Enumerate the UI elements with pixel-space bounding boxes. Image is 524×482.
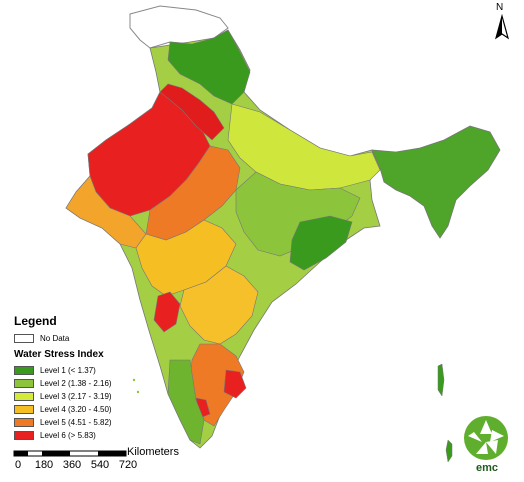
legend-level-5-swatch <box>14 418 34 427</box>
scale-tick-540: 540 <box>90 459 110 471</box>
north-level1-region <box>167 29 251 105</box>
legend-level-6: Level 6 (> 5.83) <box>14 429 194 442</box>
legend-no-data-swatch <box>14 334 34 343</box>
scale-tick-720: 720 <box>118 459 138 471</box>
scale-tick-0: 0 <box>14 459 22 471</box>
legend-level-1-label: Level 1 (< 1.37) <box>40 366 96 375</box>
legend-level-2-swatch <box>14 379 34 388</box>
scale-unit-label: Kilometers <box>127 446 179 458</box>
deccan-level4-region <box>179 265 259 345</box>
legend-no-data: No Data <box>14 334 194 343</box>
emc-logo-icon <box>464 416 508 460</box>
legend-no-data-label: No Data <box>40 334 70 343</box>
east-level1-region <box>289 215 353 271</box>
andaman-islands <box>437 363 445 397</box>
south-level6-patch <box>223 369 247 399</box>
legend-level-2-label: Level 2 (1.38 - 2.16) <box>40 379 112 388</box>
legend-level-1-swatch <box>14 366 34 375</box>
legend-level-5-label: Level 5 (4.51 - 5.82) <box>40 418 112 427</box>
legend-level-6-label: Level 6 (> 5.83) <box>40 431 96 440</box>
legend-level-2: Level 2 (1.38 - 2.16) <box>14 377 194 390</box>
legend-level-6-swatch <box>14 431 34 440</box>
north-label: N <box>496 2 504 13</box>
scale-bar <box>13 450 127 457</box>
punjab-level6-region <box>159 83 225 141</box>
legend-level-1: Level 1 (< 1.37) <box>14 364 194 377</box>
gujarat-region <box>65 175 147 249</box>
legend-level-3-label: Level 3 (2.17 - 3.19) <box>40 392 112 401</box>
legend-level-3-swatch <box>14 392 34 401</box>
legend-level-4: Level 4 (3.20 - 4.50) <box>14 403 194 416</box>
scale-tick-360: 360 <box>62 459 82 471</box>
legend-title: Legend <box>14 314 57 328</box>
legend-level-3: Level 3 (2.17 - 3.19) <box>14 390 194 403</box>
north-arrow-icon <box>494 13 510 40</box>
maharashtra-region <box>135 219 237 297</box>
scale-tick-180: 180 <box>34 459 54 471</box>
emc-logo-text: emc <box>476 462 499 474</box>
nicobar-islands <box>445 439 453 463</box>
gangetic-level3-region <box>227 103 381 191</box>
kerala-level2-region <box>167 359 205 445</box>
legend-level-4-swatch <box>14 405 34 414</box>
legend-level-4-label: Level 4 (3.20 - 4.50) <box>40 405 112 414</box>
legend: Legend No Data Water Stress Index Level … <box>14 314 194 442</box>
legend-index-title: Water Stress Index <box>14 349 104 360</box>
northeast-region <box>371 125 501 239</box>
legend-level-5: Level 5 (4.51 - 5.82) <box>14 416 194 429</box>
maharashtra-level6-region <box>153 291 181 333</box>
lakshadweep-island <box>132 378 136 382</box>
lakshadweep-island <box>136 390 140 394</box>
